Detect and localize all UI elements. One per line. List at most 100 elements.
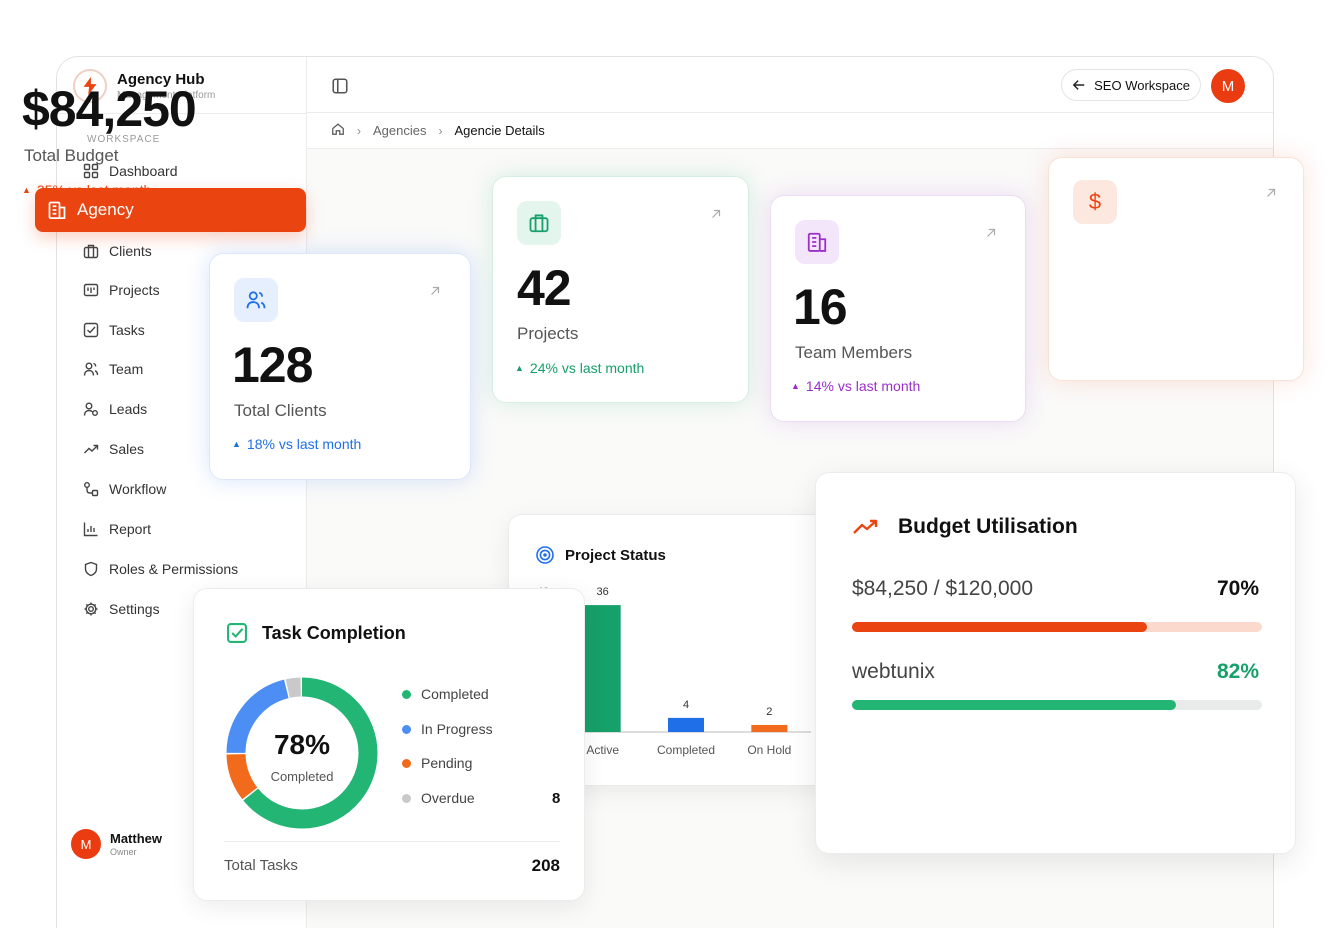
sidebar-item-workflow[interactable]: Workflow — [83, 479, 166, 499]
stat-value: 16 — [793, 279, 848, 335]
legend-item: Completed — [402, 686, 489, 702]
user-profile[interactable]: M Matthew Owner — [71, 829, 162, 859]
workflow-icon — [84, 482, 99, 497]
legend-dot — [402, 724, 411, 734]
x-tick-label: Active — [586, 743, 619, 757]
stat-label: Projects — [517, 324, 579, 343]
sidebar-item-projects[interactable]: Projects — [83, 280, 160, 300]
sidebar-item-dashboard[interactable]: Dashboard — [83, 161, 178, 181]
stat-trend: ▲ 14% vs last month — [791, 378, 920, 394]
project-status-title: Project Status — [565, 546, 666, 564]
chevron-right-icon: › — [357, 123, 361, 138]
legend-label: Completed — [421, 686, 489, 702]
user-name: Matthew — [110, 831, 162, 846]
arrow-up-right-icon[interactable] — [984, 226, 998, 245]
stat-value: 128 — [232, 337, 313, 393]
stat-label: Total Clients — [234, 401, 327, 420]
arrow-left-icon — [1072, 80, 1085, 90]
sidebar-item-settings[interactable]: Settings — [83, 599, 160, 619]
bar-active[interactable] — [584, 605, 621, 732]
trending-up-icon — [853, 519, 878, 534]
sidebar-item-label: Dashboard — [109, 163, 178, 179]
trend-text: 14% vs last month — [805, 378, 921, 394]
donut-percent: 78% — [273, 729, 331, 760]
bar-on-hold[interactable] — [751, 724, 788, 732]
sidebar-item-team[interactable]: Team — [83, 359, 143, 379]
task-completion-card: Task Completion 78% Completed Completed … — [193, 588, 585, 901]
arrow-up-right-icon[interactable] — [709, 207, 723, 226]
target-icon — [536, 546, 554, 564]
stat-label: Total Budget — [24, 146, 119, 165]
checkbox-icon — [227, 623, 247, 643]
workspace-label: SEO Workspace — [1094, 77, 1190, 93]
projects-icon — [83, 283, 99, 297]
stat-trend: ▲ 18% vs last month — [232, 436, 361, 452]
panel-title: Budget Utilisation — [852, 515, 1078, 539]
budget-progress-fill — [852, 622, 1148, 632]
section-label: WORKSPACE — [87, 134, 161, 145]
sidebar-item-label: Agency — [77, 200, 134, 219]
sidebar-item-report[interactable]: Report — [83, 519, 151, 539]
bar-completed[interactable] — [668, 717, 704, 732]
workspace-switch-button[interactable]: SEO Workspace — [1061, 69, 1201, 101]
sidebar-item-label: Report — [109, 521, 152, 537]
stat-value: $84,250 — [22, 81, 197, 137]
trending-up-icon — [84, 444, 99, 454]
bar-value-label: 4 — [683, 699, 689, 711]
donut-segment-completed — [226, 677, 378, 829]
panel-title: Task Completion — [226, 622, 406, 644]
sidebar-item-label: Workflow — [109, 481, 167, 497]
breadcrumb-current: Agencie Details — [454, 123, 545, 138]
task-donut-chart — [226, 677, 378, 829]
sidebar-item-agency[interactable]: Agency — [35, 188, 306, 232]
legend-dot — [402, 758, 411, 768]
sidebar-item-tasks[interactable]: Tasks — [83, 320, 145, 340]
total-tasks-value: 208 — [531, 856, 560, 875]
x-tick-label: Completed — [657, 743, 715, 757]
bar-value-label: 36 — [597, 586, 609, 598]
users-icon — [83, 362, 99, 376]
home-icon[interactable] — [331, 122, 345, 139]
total-tasks-label: Total Tasks — [224, 857, 298, 874]
stat-card-budget[interactable]: $ — [1048, 157, 1304, 381]
topbar: SEO Workspace M — [307, 57, 1273, 113]
triangle-up-icon: ▲ — [791, 381, 800, 391]
sidebar-toggle-icon[interactable] — [331, 77, 349, 100]
brand[interactable]: Agency Hub Management Platform — [73, 69, 215, 103]
sidebar-item-sales[interactable]: Sales — [83, 439, 144, 459]
trend-text: 24% vs last month — [529, 360, 645, 376]
arrow-up-right-icon[interactable] — [1264, 186, 1278, 205]
avatar: M — [71, 829, 101, 859]
users-icon — [234, 278, 278, 322]
avatar[interactable]: M — [1211, 69, 1245, 103]
project-status-chart: 01020304036Active4Completed2On Hold — [537, 586, 811, 757]
bar-chart-icon — [83, 522, 98, 537]
stat-label: Team Members — [795, 343, 913, 362]
gear-icon — [84, 602, 98, 616]
briefcase-icon — [83, 244, 99, 259]
sidebar-item-roles[interactable]: Roles & Permissions — [83, 559, 238, 579]
triangle-up-icon: ▲ — [22, 185, 31, 195]
sidebar-item-label: Clients — [109, 243, 152, 259]
bar-value-label: 2 — [766, 706, 772, 718]
sidebar-item-label: Settings — [109, 601, 160, 617]
sidebar-item-leads[interactable]: Leads — [83, 399, 147, 419]
legend-label: Overdue — [421, 790, 475, 806]
budget-row-percent: 82% — [1216, 660, 1259, 683]
stat-card-projects[interactable]: 42 Projects ▲ 24% vs last month — [492, 176, 749, 403]
panel-title: Project Status — [535, 545, 666, 565]
sidebar-item-label: Leads — [109, 401, 148, 417]
dashboard-icon — [83, 163, 99, 179]
divider — [224, 841, 560, 842]
divider — [57, 113, 307, 114]
arrow-up-right-icon[interactable] — [428, 284, 442, 303]
stat-card-clients[interactable]: 128 Total Clients ▲ 18% vs last month — [209, 253, 471, 480]
stat-card-team[interactable]: 16 Team Members ▲ 14% vs last month — [770, 195, 1026, 422]
stat-trend: ▲ 35% vs last month — [22, 182, 151, 198]
user-plus-icon — [83, 402, 98, 416]
breadcrumb-agencies[interactable]: Agencies — [373, 123, 427, 138]
budget-row-label: $84,250 / $120,000 — [852, 577, 1034, 600]
brand-subtitle: Management Platform — [117, 90, 216, 101]
task-completion-title: Task Completion — [262, 622, 406, 643]
sidebar-item-clients[interactable]: Clients — [83, 241, 152, 261]
